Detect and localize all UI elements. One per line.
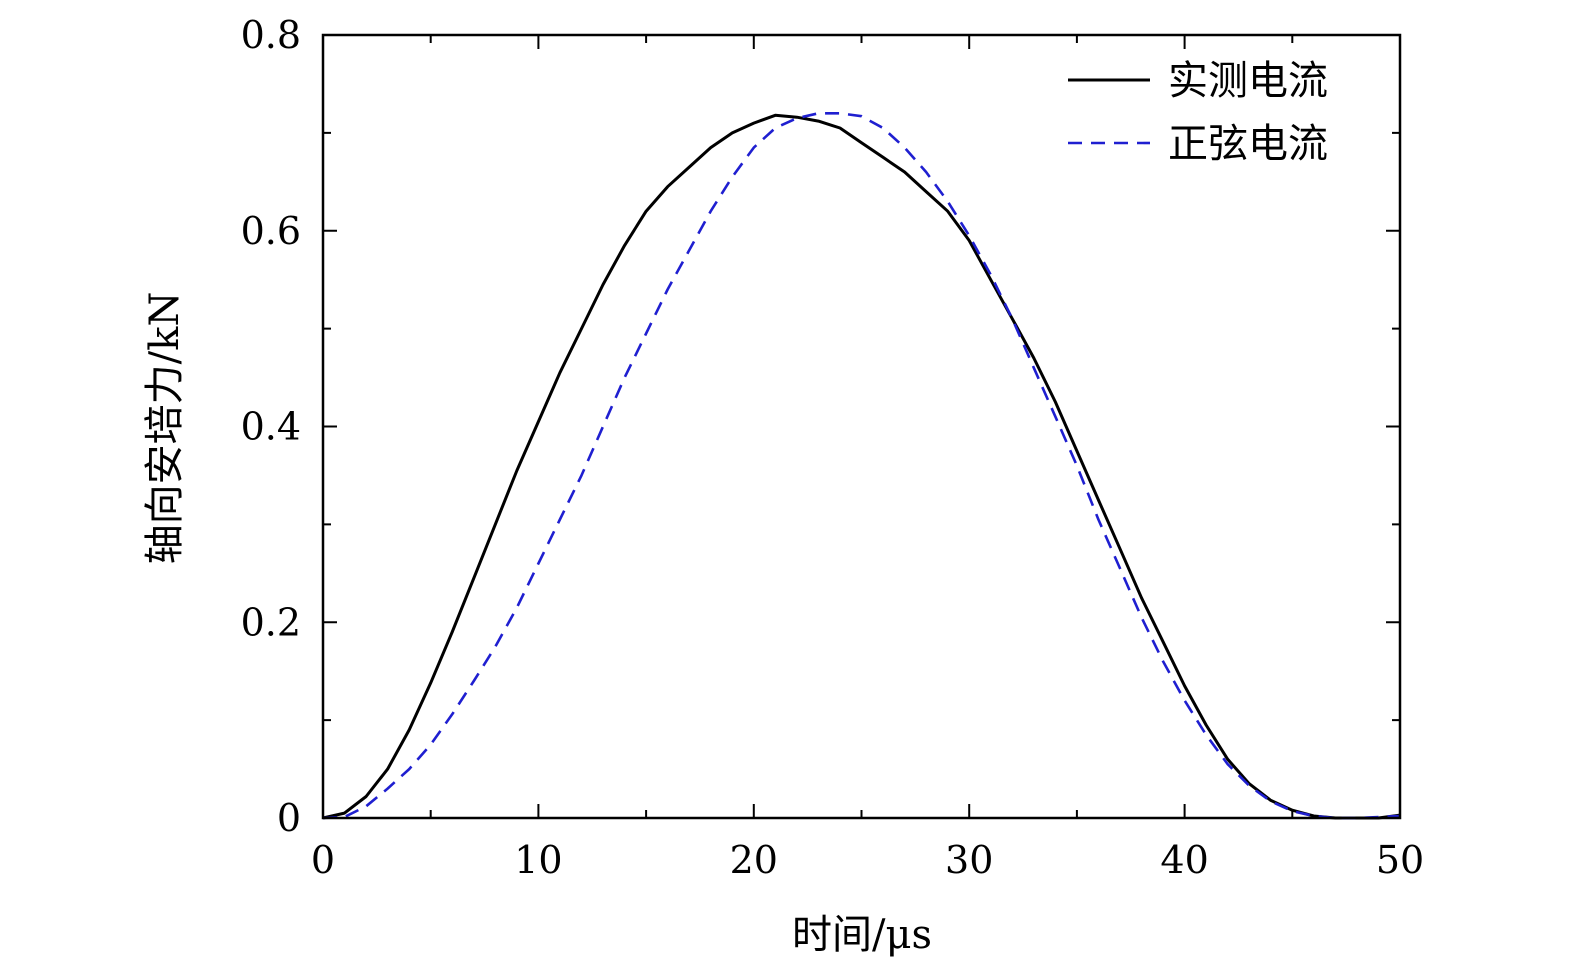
legend-label: 正弦电流 — [1168, 121, 1328, 167]
x-tick-label: 50 — [1376, 838, 1424, 882]
y-tick-label: 0.8 — [241, 13, 301, 57]
y-tick-labels: 0 0.2 0.4 0.6 0.8 — [241, 13, 301, 840]
y-tick-label: 0.6 — [241, 209, 301, 253]
series-dashed-line — [322, 112, 1401, 820]
plot-frame — [321, 33, 1402, 820]
legend-label: 实测电流 — [1168, 58, 1328, 104]
y-tick-label: 0.2 — [241, 600, 301, 644]
x-tick-label: 30 — [945, 838, 993, 882]
x-axis-title: 时间/μs — [792, 912, 932, 958]
y-tick-label: 0.4 — [241, 405, 301, 449]
x-tick-label: 40 — [1160, 838, 1208, 882]
x-tick-label: 20 — [730, 838, 778, 882]
x-tick-label: 10 — [514, 838, 562, 882]
y-axis-title: 轴向安培力/kN — [142, 292, 188, 565]
series-layer — [322, 112, 1401, 820]
x-tick-label: 0 — [311, 838, 335, 882]
x-tick-labels: 0 10 20 30 40 50 — [311, 838, 1424, 882]
series-solid-line — [322, 113, 1401, 820]
y-tick-label: 0 — [277, 796, 301, 840]
